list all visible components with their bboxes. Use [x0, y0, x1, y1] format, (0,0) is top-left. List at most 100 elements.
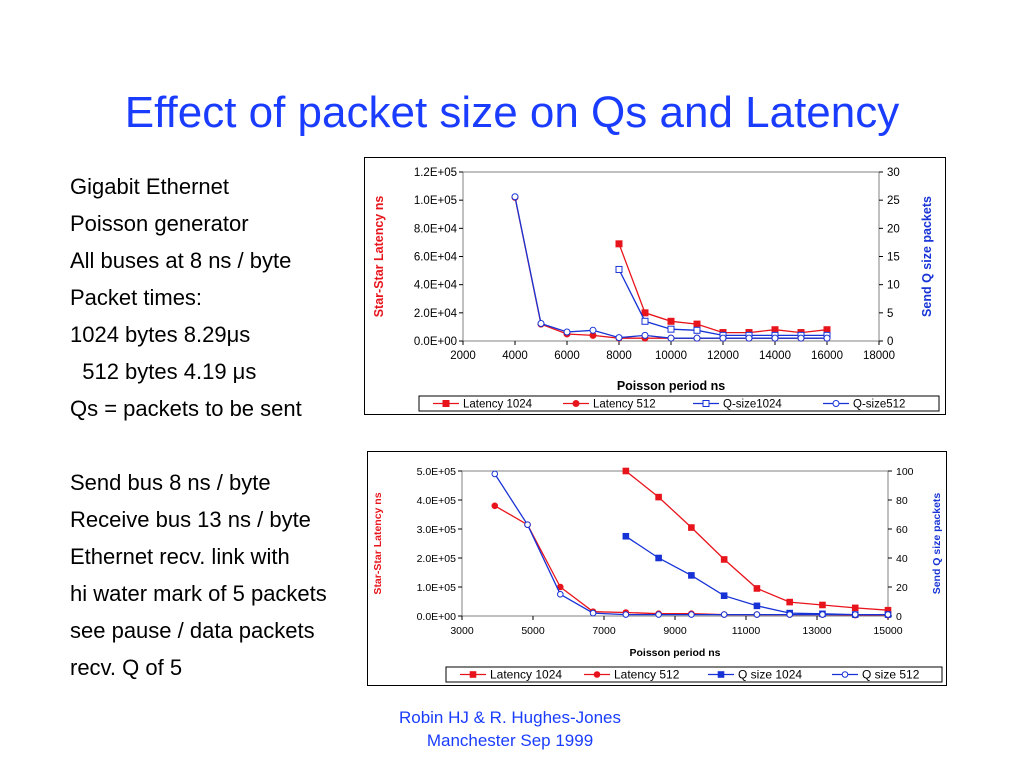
bullet-line: Packet times:	[70, 285, 203, 310]
data-point	[851, 611, 859, 618]
data-point	[667, 334, 675, 342]
bullet-line: 1024 bytes 8.29μs	[70, 322, 251, 347]
series-line	[514, 197, 827, 339]
bullet-line: Send bus 8 ns / byte	[70, 470, 271, 495]
y2-tick-label: 100	[896, 466, 914, 478]
data-point	[622, 467, 630, 475]
bullet-line: see pause / data packets	[70, 618, 315, 643]
data-point	[572, 400, 580, 407]
legend-item: Q size 512	[832, 668, 920, 682]
y2-axis-title: Send Q size packets	[920, 196, 934, 317]
y2-tick-label: 60	[896, 524, 908, 536]
data-point	[641, 331, 649, 339]
data-point	[720, 556, 728, 563]
data-point	[693, 320, 701, 328]
y-tick-label: 3.0E+05	[417, 524, 457, 536]
series-latency-512	[491, 502, 892, 619]
series-line	[618, 269, 827, 337]
y2-axis-title: Send Q size packets	[931, 493, 943, 595]
y-tick-label: 1.0E+05	[417, 582, 457, 594]
y2-tick-label: 15	[887, 252, 900, 264]
legend-label: Q-size1024	[723, 399, 782, 411]
bullet-line	[70, 427, 327, 464]
chart-latency-qsize-bus: 3000 5000 7000 9000 11000 13000 15000 0.0E+00 1.…	[367, 451, 947, 686]
y-tick-label: 0.0E+00	[417, 611, 457, 623]
x-axis-title: Poisson period ns	[629, 647, 720, 659]
x-tick-label: 3000	[450, 625, 474, 637]
legend-label: Q size 512	[862, 668, 920, 682]
data-point	[771, 326, 779, 334]
bullet-line: hi water mark of 5 packets	[70, 581, 327, 606]
data-point	[589, 609, 597, 617]
x-tick-label: 12000	[707, 350, 739, 362]
y-tick-label: 2.0E+05	[417, 553, 457, 565]
x-tick-label: 14000	[759, 350, 791, 362]
data-point	[667, 317, 675, 325]
series-q-size512	[511, 193, 831, 342]
data-point	[655, 493, 662, 501]
data-point	[688, 611, 695, 618]
data-point	[615, 265, 623, 273]
x-tick-label: 15000	[873, 625, 902, 637]
data-point	[745, 334, 753, 342]
series-q-size-1024	[622, 532, 892, 618]
y-tick-label: 6.0E+04	[414, 252, 458, 264]
legend-label: Latency 1024	[490, 668, 562, 682]
y-tick-label: 1.0E+05	[414, 195, 457, 207]
data-point	[797, 334, 805, 342]
data-point	[667, 325, 675, 333]
data-point	[688, 572, 695, 579]
data-point	[753, 585, 761, 592]
legend-item: Latency 1024	[433, 399, 533, 411]
y-tick-label: 1.2E+05	[414, 167, 457, 179]
legend-item: Latency 1024	[460, 668, 562, 682]
data-point	[851, 604, 859, 612]
bullet-line: Gigabit Ethernet	[70, 174, 229, 199]
data-point	[537, 320, 545, 328]
credit-block: Robin HJ & R. Hughes-Jones Manchester Se…	[340, 706, 680, 752]
y2-tick-label: 20	[896, 582, 908, 594]
series-line	[494, 473, 888, 616]
y2-tick-label: 30	[887, 167, 900, 179]
data-point	[717, 671, 725, 678]
data-point	[641, 317, 649, 325]
x-tick-label: 11000	[732, 625, 761, 637]
legend: Latency 1024 Latency 512 Q size 1024 Q size…	[445, 666, 943, 683]
data-point	[688, 524, 695, 531]
x-tick-label: 2000	[450, 350, 476, 362]
y-tick-label: 2.0E+04	[414, 308, 458, 320]
chart-latency-qsize-gigabit: 2000 4000 6000 8000 10000 12000 14000 16000 1800…	[364, 157, 946, 415]
bullet-line: Qs = packets to be sent	[70, 396, 302, 421]
bullet-line: recv. Q of 5	[70, 655, 183, 680]
data-point	[884, 611, 892, 618]
data-point	[832, 400, 840, 407]
data-point	[823, 326, 831, 334]
data-point	[753, 602, 761, 610]
legend-frame	[445, 666, 943, 683]
legend-item: Latency 512	[563, 399, 656, 411]
y-tick-label: 5.0E+05	[417, 466, 457, 478]
x-tick-label: 16000	[811, 350, 843, 362]
y2-tick-label: 40	[896, 553, 908, 565]
chart-2-svg: 3000 5000 7000 9000 11000 13000 15000 0.0E+00 1.…	[372, 466, 943, 683]
data-point	[786, 611, 793, 618]
x-tick-label: 7000	[592, 625, 616, 637]
data-point	[720, 611, 728, 618]
legend-item: Latency 512	[584, 668, 680, 682]
y2-tick-label: 0	[896, 611, 902, 623]
credit-authors: Robin HJ & R. Hughes-Jones	[398, 708, 622, 727]
data-point	[693, 334, 701, 342]
legend-label: Q-size512	[853, 399, 905, 411]
plot-area	[462, 171, 880, 342]
data-point	[589, 326, 597, 334]
data-point	[719, 334, 727, 342]
legend-label: Latency 1024	[463, 399, 533, 411]
data-point	[469, 671, 477, 678]
data-point	[524, 521, 531, 528]
y-axis-title: Star-Star Latency ns	[372, 196, 386, 318]
data-point	[615, 334, 623, 342]
x-tick-label: 6000	[554, 350, 580, 362]
data-point	[442, 400, 450, 407]
series-q-size-512	[491, 470, 892, 618]
data-point	[702, 400, 710, 407]
